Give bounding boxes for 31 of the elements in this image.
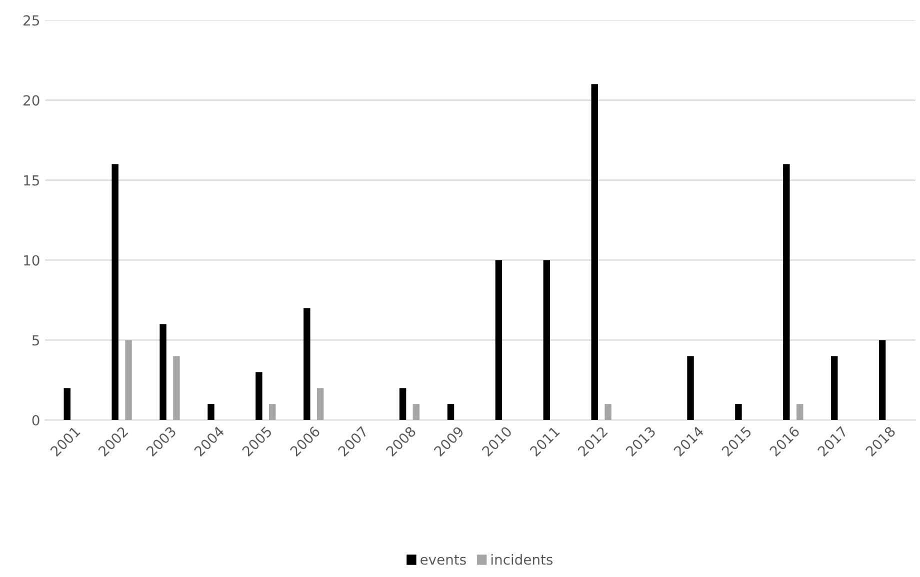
bar <box>687 356 694 420</box>
y-tick-label: 5 <box>32 335 40 346</box>
bar <box>112 164 118 420</box>
y-tick-label: 10 <box>24 255 40 266</box>
bar <box>399 388 406 420</box>
bar <box>173 356 180 420</box>
bar <box>796 404 804 420</box>
legend-label: events <box>420 554 466 565</box>
bar <box>543 260 550 420</box>
legend-label: incidents <box>492 554 553 565</box>
y-tick-label: 15 <box>24 175 40 186</box>
bar <box>304 308 310 420</box>
bar <box>160 324 166 420</box>
bar <box>783 164 790 420</box>
bar <box>64 388 70 420</box>
bar <box>412 404 420 420</box>
bar <box>831 356 838 420</box>
bar <box>256 372 262 420</box>
bar <box>495 260 502 420</box>
bar <box>316 388 324 420</box>
bar <box>208 404 214 420</box>
y-tick-label: 25 <box>24 15 40 26</box>
bar <box>269 404 276 420</box>
y-tick-label: 20 <box>24 95 40 106</box>
bar <box>604 404 612 420</box>
y-tick-label: 0 <box>32 415 40 426</box>
bar <box>447 404 454 420</box>
bar <box>591 84 598 420</box>
bar <box>878 340 886 420</box>
bar <box>125 340 132 420</box>
bar <box>735 404 742 420</box>
